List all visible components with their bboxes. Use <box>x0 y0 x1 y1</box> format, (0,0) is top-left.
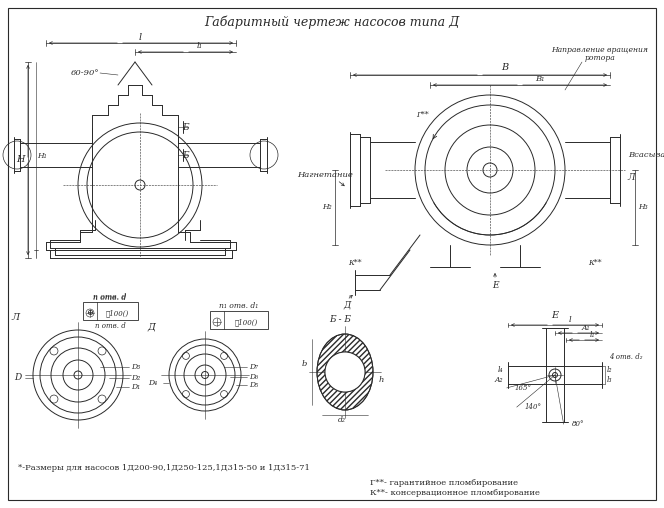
Text: Нагнетание: Нагнетание <box>297 171 353 179</box>
Text: Д: Д <box>343 301 351 309</box>
Text: l₁: l₁ <box>589 331 595 339</box>
Text: Всасывание: Всасывание <box>628 151 664 159</box>
Text: Л: Л <box>627 174 635 182</box>
Text: Направление вращения: Направление вращения <box>552 46 649 54</box>
Text: Б: Б <box>182 122 189 132</box>
Text: l₂: l₂ <box>607 366 612 374</box>
Text: D₆: D₆ <box>249 373 258 381</box>
Text: К**: К** <box>588 259 602 267</box>
Text: Г**- гарантийное пломбирование: Г**- гарантийное пломбирование <box>370 479 518 487</box>
Text: l₄: l₄ <box>497 366 503 374</box>
Text: A₂: A₂ <box>495 376 503 384</box>
Text: 165°: 165° <box>515 384 532 392</box>
Text: d₂: d₂ <box>338 416 346 424</box>
Text: D₁: D₁ <box>131 383 140 391</box>
Bar <box>83 302 138 320</box>
Text: H₃: H₃ <box>638 203 648 211</box>
Text: H₂: H₂ <box>322 203 332 211</box>
Text: l: l <box>138 33 141 42</box>
Text: 4 отв. d₂: 4 отв. d₂ <box>609 353 643 361</box>
Text: Д: Д <box>147 323 155 332</box>
Text: n отв. d: n отв. d <box>94 293 127 301</box>
Text: Л: Л <box>11 313 19 323</box>
Text: ротора: ротора <box>584 54 616 62</box>
Text: h: h <box>379 376 384 384</box>
Text: ⌀100(): ⌀100() <box>106 309 129 317</box>
Text: Б - Б: Б - Б <box>329 314 351 324</box>
Text: E: E <box>551 310 558 320</box>
Text: Г**: Г** <box>416 111 430 119</box>
Text: Габаритный чертеж насосов типа Д: Габаритный чертеж насосов типа Д <box>205 15 459 29</box>
Text: B: B <box>501 64 509 73</box>
Text: Б: Б <box>182 150 189 160</box>
Text: l₁: l₁ <box>197 42 203 50</box>
Text: H: H <box>16 155 25 165</box>
Bar <box>210 311 268 329</box>
Text: *-Размеры для насосов 1Д200-90,1Д250-125,1Д315-50 и 1Д315-71: *-Размеры для насосов 1Д200-90,1Д250-125… <box>18 464 310 472</box>
Text: D: D <box>15 373 22 383</box>
Text: H₁: H₁ <box>37 152 47 160</box>
Text: b: b <box>301 360 307 368</box>
Text: 140°: 140° <box>525 403 542 411</box>
Text: D₄: D₄ <box>148 379 157 387</box>
Text: A₁: A₁ <box>582 324 590 332</box>
Text: l: l <box>568 316 571 324</box>
Text: n отв. d: n отв. d <box>94 294 127 302</box>
Text: К**- консервационное пломбирование: К**- консервационное пломбирование <box>370 489 540 497</box>
Text: 60-90°: 60-90° <box>70 69 100 77</box>
Text: D₃: D₃ <box>131 363 140 371</box>
Text: D₅: D₅ <box>249 381 258 389</box>
Text: n отв. d: n отв. d <box>95 322 125 330</box>
Text: ⌀100(): ⌀100() <box>234 318 258 326</box>
Text: n₁ отв. d₁: n₁ отв. d₁ <box>219 302 258 310</box>
Text: D₂: D₂ <box>131 374 140 382</box>
Text: E: E <box>491 280 498 290</box>
Circle shape <box>325 352 365 392</box>
Text: l₃: l₃ <box>607 376 612 384</box>
Text: К**: К** <box>348 259 362 267</box>
Text: ⊕: ⊕ <box>86 309 94 317</box>
Text: B₁: B₁ <box>535 75 544 83</box>
Text: D₇: D₇ <box>249 363 258 371</box>
Text: 80°: 80° <box>572 420 584 428</box>
